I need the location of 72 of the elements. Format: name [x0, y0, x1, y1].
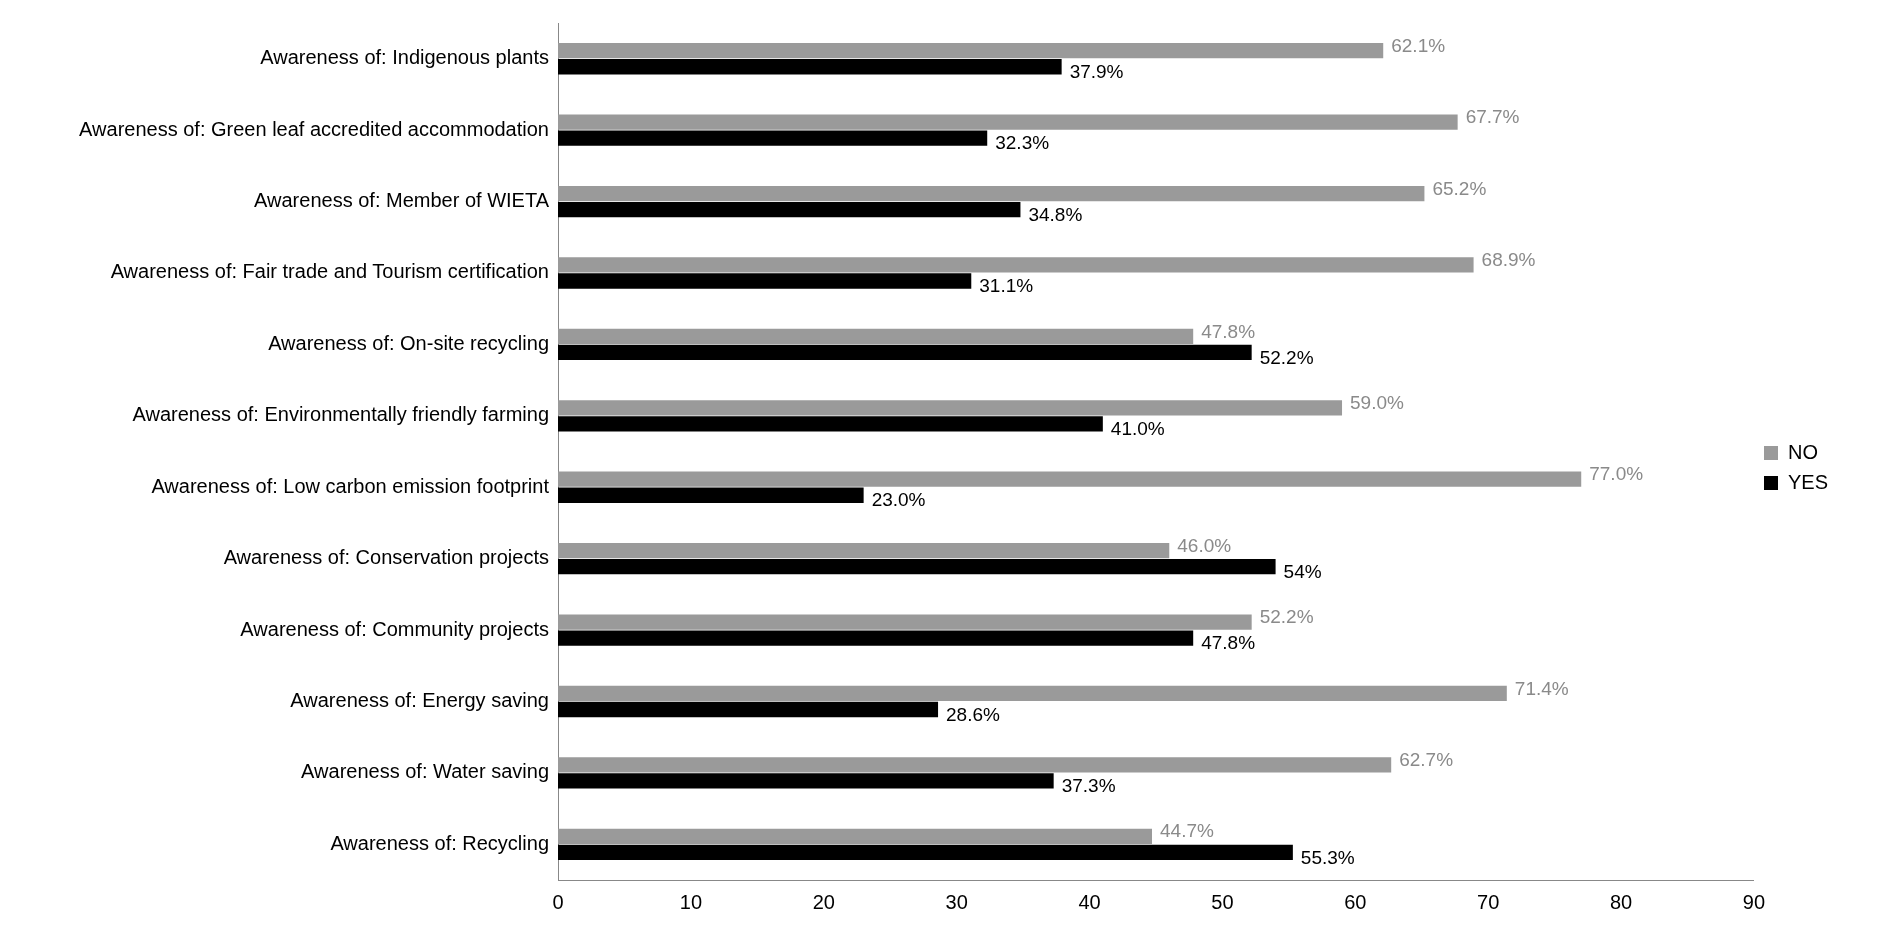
- y-tick-label: Awareness of: Fair trade and Tourism certification: [110, 260, 549, 283]
- bar: [558, 559, 1276, 575]
- data-label: 44.7%: [1160, 820, 1214, 842]
- bar: [558, 757, 1392, 773]
- bar: [558, 701, 939, 718]
- bar: [558, 43, 1384, 59]
- data-label: 52.2%: [1259, 346, 1314, 368]
- x-tick-label: 50: [1211, 890, 1234, 913]
- bar: [558, 257, 1474, 273]
- bar: [558, 542, 1170, 559]
- data-label: 34.8%: [1028, 203, 1083, 225]
- legend-label: NO: [1787, 440, 1818, 463]
- y-tick-label: Awareness of: Member of WIETA: [254, 189, 550, 212]
- data-label: 37.9%: [1069, 60, 1124, 82]
- bar: [558, 685, 1507, 702]
- y-tick-label: Awareness of: Indigenous plants: [260, 46, 549, 69]
- x-tick-label: 40: [1078, 890, 1101, 913]
- bar: [558, 59, 1062, 75]
- bar: [558, 844, 1293, 860]
- legend-label: YES: [1787, 470, 1829, 493]
- bar: [558, 400, 1343, 416]
- x-tick-label: 60: [1344, 890, 1367, 913]
- data-label: 52.2%: [1259, 606, 1314, 628]
- bar: [558, 185, 1425, 202]
- data-label: 32.3%: [995, 132, 1050, 154]
- data-label: 47.8%: [1201, 320, 1256, 342]
- y-tick-label: Awareness of: Energy saving: [290, 688, 549, 711]
- bar: [558, 201, 1021, 218]
- bar: [558, 273, 972, 289]
- y-tick-label: Awareness of: Low carbon emission footprint: [151, 474, 550, 497]
- x-tick-label: 10: [679, 890, 703, 913]
- data-label: 54%: [1283, 560, 1322, 582]
- bar: [558, 114, 1458, 130]
- y-tick-label: Awareness of: Community projects: [240, 617, 549, 640]
- bar: [558, 416, 1103, 432]
- data-label: 62.7%: [1399, 749, 1454, 771]
- y-tick-label: Awareness of: Green leaf accredited accommodation: [79, 117, 549, 140]
- data-label: 46.0%: [1177, 534, 1232, 556]
- x-tick-label: 70: [1477, 890, 1500, 913]
- data-label: 23.0%: [871, 489, 926, 511]
- bar: [558, 130, 988, 146]
- bar: [558, 344, 1252, 361]
- data-label: 67.7%: [1465, 106, 1520, 128]
- bar: [558, 328, 1194, 344]
- data-label: 31.1%: [979, 275, 1034, 297]
- y-tick-label: Awareness of: On-site recycling: [268, 331, 549, 354]
- data-label: 65.2%: [1432, 177, 1487, 199]
- bar: [558, 828, 1152, 844]
- x-tick-label: 30: [945, 890, 968, 913]
- data-label: 68.9%: [1481, 249, 1536, 271]
- bar: [558, 773, 1054, 789]
- data-label: 71.4%: [1514, 677, 1569, 699]
- data-label: 41.0%: [1110, 418, 1165, 440]
- data-label: 77.0%: [1589, 463, 1644, 485]
- data-label: 37.3%: [1061, 775, 1116, 797]
- x-tick-label: 0: [552, 890, 564, 913]
- x-tick-label: 20: [812, 890, 835, 913]
- y-tick-label: Awareness of: Water saving: [301, 760, 549, 783]
- bar: [558, 471, 1582, 487]
- data-label: 55.3%: [1300, 846, 1355, 868]
- bar: [558, 614, 1252, 630]
- y-tick-label: Awareness of: Conservation projects: [223, 546, 549, 569]
- data-label: 47.8%: [1201, 632, 1256, 654]
- bar: [558, 630, 1194, 646]
- data-label: 59.0%: [1350, 391, 1405, 413]
- bar: [558, 487, 864, 503]
- x-tick-label: 90: [1742, 890, 1766, 913]
- y-tick-label: Awareness of: Environmentally friendly farming: [132, 403, 549, 426]
- y-tick-label: Awareness of: Recycling: [330, 831, 549, 854]
- x-tick-label: 80: [1609, 890, 1633, 913]
- data-label: 28.6%: [946, 703, 1001, 725]
- data-label: 62.1%: [1391, 34, 1446, 56]
